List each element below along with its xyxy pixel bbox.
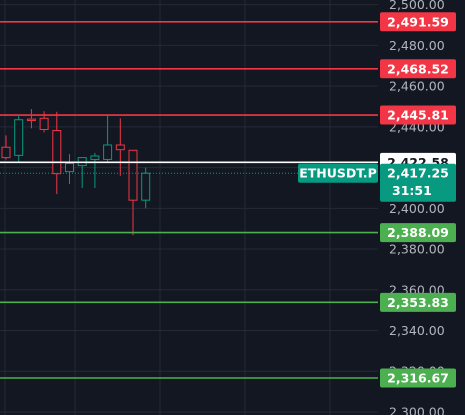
symbol-tag: ETHUSDT.P xyxy=(299,166,377,181)
support-level-label: 2,316.67 xyxy=(387,371,449,386)
y-axis-tick-label: 2,460.00 xyxy=(389,79,445,94)
support-level-label: 2,388.09 xyxy=(387,225,449,240)
resistance-level-label-bg xyxy=(380,105,456,125)
symbol-tag-bg xyxy=(298,163,378,183)
candle-down xyxy=(1,135,11,160)
y-axis-tick-label: 2,500.00 xyxy=(389,0,445,12)
resistance-level-label: 2,445.81 xyxy=(387,108,449,123)
candle-body xyxy=(90,155,100,160)
vertical-grid xyxy=(4,0,331,415)
resistance-level-label: 2,491.59 xyxy=(387,14,449,29)
resistance-level-label: 2,468.52 xyxy=(387,61,449,76)
candle-body xyxy=(39,117,49,131)
support-level-label: 2,353.83 xyxy=(387,295,449,310)
candle-body xyxy=(103,144,113,160)
candle-down xyxy=(115,118,125,176)
y-axis-tick-label: 2,300.00 xyxy=(389,404,445,415)
current-price-label: 2,417.25 xyxy=(387,166,449,181)
support-level-label-bg xyxy=(380,292,456,312)
current-price-label-bg xyxy=(380,163,456,202)
candle-body xyxy=(65,163,74,173)
candle-up xyxy=(14,116,24,163)
candle-body xyxy=(128,149,138,201)
y-axis-tick-label: 2,480.00 xyxy=(389,38,445,53)
candle-down xyxy=(128,149,138,236)
candle-up xyxy=(103,114,113,163)
resistance-level-label-bg xyxy=(380,59,456,79)
candle-body xyxy=(1,146,11,159)
candle-body xyxy=(26,118,36,122)
price-level-lines xyxy=(0,21,378,379)
y-axis-tick-label: 2,340.00 xyxy=(389,323,445,338)
candle-body xyxy=(141,172,151,201)
candle-up xyxy=(90,152,100,188)
price-labels: 2,491.59 2,468.52 2,445.81 2,388.09 2,353.83… xyxy=(298,12,456,388)
candle-up xyxy=(141,167,151,209)
support-level-label-bg xyxy=(380,368,456,388)
resistance-level-label-bg xyxy=(380,12,456,32)
candlesticks xyxy=(1,109,151,236)
support-level-label-bg xyxy=(380,223,456,243)
candle-down xyxy=(26,109,36,129)
countdown-label: 31:51 xyxy=(392,183,432,198)
candle-body xyxy=(52,130,62,175)
horizontal-grid xyxy=(0,4,378,413)
candle-down xyxy=(52,111,62,195)
y-axis-tick-label: 2,400.00 xyxy=(389,201,445,216)
candle-body xyxy=(115,144,125,151)
candle-up xyxy=(65,154,74,184)
candle-body xyxy=(14,119,24,156)
y-axis-tick-label: 2,380.00 xyxy=(389,242,445,257)
